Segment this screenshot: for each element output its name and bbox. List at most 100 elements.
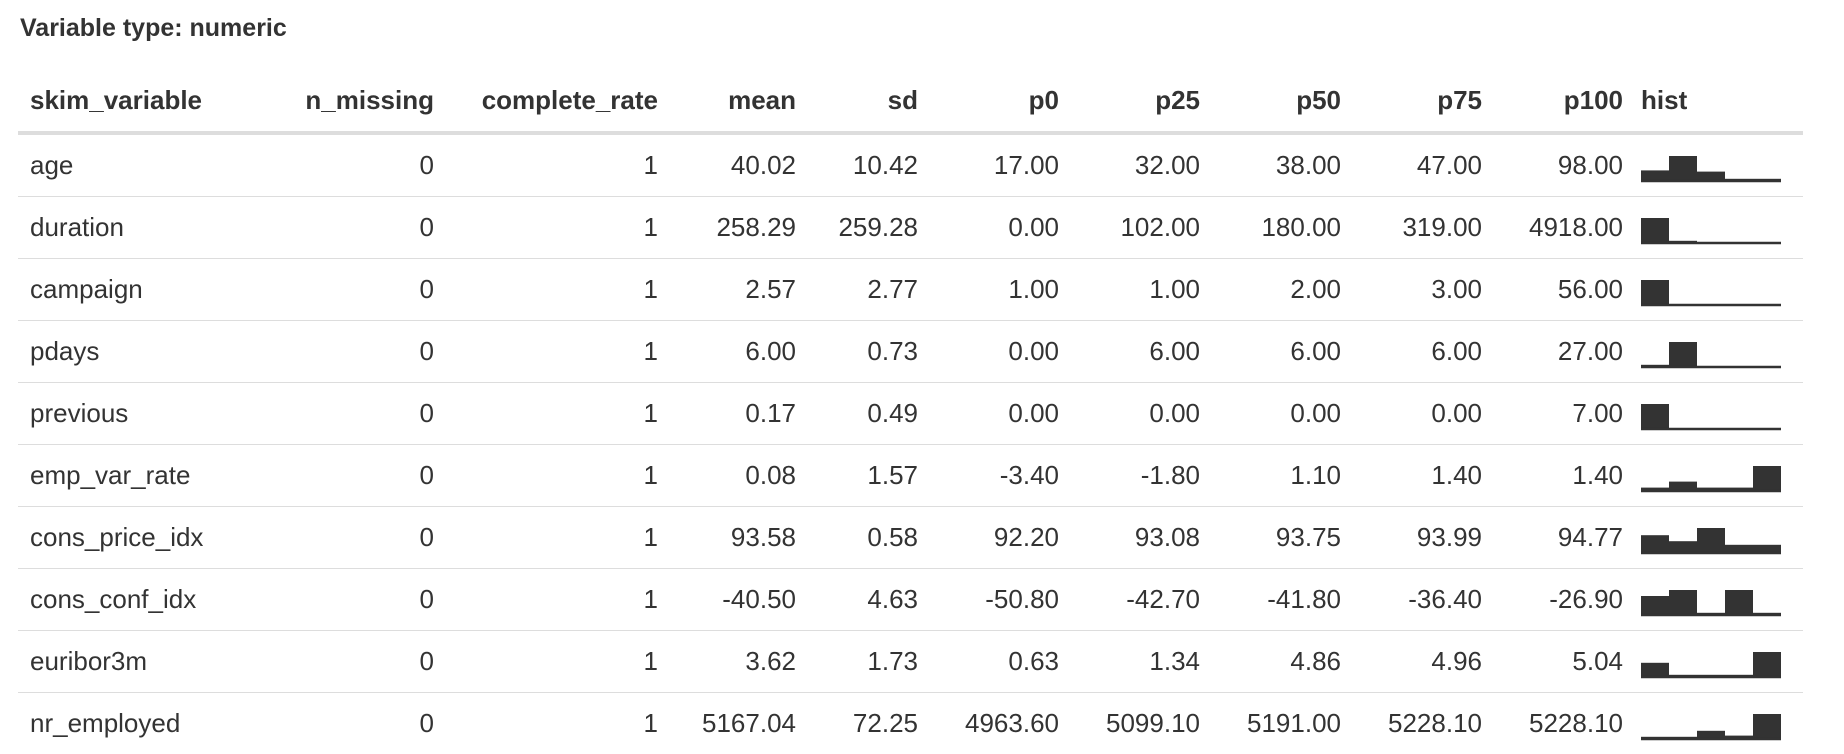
cell-p100: 98.00 xyxy=(1494,133,1635,197)
cell-p50: 2.00 xyxy=(1212,258,1353,321)
cell-n-missing: 0 xyxy=(272,133,446,197)
hist-bar xyxy=(1669,481,1697,490)
cell-n-missing: 0 xyxy=(272,506,446,569)
table-row: campaign 0 1 2.57 2.77 1.00 1.00 2.00 3.… xyxy=(18,258,1803,321)
table-row: euribor3m 0 1 3.62 1.73 0.63 1.34 4.86 4… xyxy=(18,630,1803,693)
cell-complete-rate: 1 xyxy=(446,382,670,445)
cell-p100: 1.40 xyxy=(1494,444,1635,507)
hist-bar xyxy=(1669,240,1697,242)
hist-bar xyxy=(1725,589,1753,614)
cell-n-missing: 0 xyxy=(272,258,446,321)
hist-bar xyxy=(1753,612,1781,614)
hist-bar xyxy=(1753,713,1781,738)
cell-skim-variable: euribor3m xyxy=(18,630,272,693)
header-complete-rate: complete_rate xyxy=(446,70,670,135)
hist-bar xyxy=(1641,595,1669,614)
hist-sparkline xyxy=(1641,465,1781,492)
cell-sd: 1.57 xyxy=(808,444,930,507)
hist-bar xyxy=(1669,674,1697,676)
hist-bar xyxy=(1641,662,1669,676)
cell-complete-rate: 1 xyxy=(446,506,670,569)
cell-p75: -36.40 xyxy=(1353,568,1494,631)
table-row: previous 0 1 0.17 0.49 0.00 0.00 0.00 0.… xyxy=(18,382,1803,445)
cell-mean: 6.00 xyxy=(670,320,808,383)
table-row: cons_price_idx 0 1 93.58 0.58 92.20 93.0… xyxy=(18,506,1803,569)
cell-sd: 1.73 xyxy=(808,630,930,693)
cell-sd: 4.63 xyxy=(808,568,930,631)
cell-n-missing: 0 xyxy=(272,444,446,507)
table-row: emp_var_rate 0 1 0.08 1.57 -3.40 -1.80 1… xyxy=(18,444,1803,507)
table-row: cons_conf_idx 0 1 -40.50 4.63 -50.80 -42… xyxy=(18,568,1803,631)
cell-sd: 0.49 xyxy=(808,382,930,445)
hist-bar xyxy=(1641,169,1669,180)
hist-bar xyxy=(1697,487,1725,490)
hist-bar xyxy=(1669,540,1697,552)
cell-hist xyxy=(1635,568,1803,631)
cell-p50: 6.00 xyxy=(1212,320,1353,383)
cell-p75: 6.00 xyxy=(1353,320,1494,383)
hist-bar xyxy=(1641,487,1669,490)
header-hist: hist xyxy=(1635,70,1803,135)
cell-p0: 0.00 xyxy=(930,196,1071,259)
cell-p0: 0.00 xyxy=(930,320,1071,383)
cell-p100: 7.00 xyxy=(1494,382,1635,445)
header-mean: mean xyxy=(670,70,808,135)
hist-bar xyxy=(1641,403,1669,428)
hist-bar xyxy=(1641,736,1669,738)
cell-complete-rate: 1 xyxy=(446,568,670,631)
hist-bar xyxy=(1725,735,1753,738)
cell-p50: 93.75 xyxy=(1212,506,1353,569)
cell-skim-variable: cons_conf_idx xyxy=(18,568,272,631)
hist-bar xyxy=(1697,527,1725,552)
cell-p25: 1.34 xyxy=(1071,630,1212,693)
cell-hist xyxy=(1635,382,1803,445)
cell-p25: -42.70 xyxy=(1071,568,1212,631)
cell-skim-variable: nr_employed xyxy=(30,708,181,738)
hist-sparkline xyxy=(1641,527,1781,554)
cell-complete-rate: 1 xyxy=(446,320,670,383)
cell-complete-rate: 1 xyxy=(446,630,670,693)
cell-p100: 5228.10 xyxy=(1529,708,1623,738)
cell-p100: 56.00 xyxy=(1494,258,1635,321)
cell-hist xyxy=(1635,196,1803,259)
cell-mean: 258.29 xyxy=(670,196,808,259)
cell-p25: 0.00 xyxy=(1071,382,1212,445)
cell-p50: 180.00 xyxy=(1212,196,1353,259)
cell-p75: 0.00 xyxy=(1353,382,1494,445)
cell-complete-rate: 1 xyxy=(446,258,670,321)
hist-sparkline xyxy=(1641,341,1781,368)
hist-bar xyxy=(1725,674,1753,676)
cell-skim-variable: age xyxy=(18,133,272,197)
cell-hist xyxy=(1635,258,1803,321)
cell-sd: 0.58 xyxy=(808,506,930,569)
cell-p100: 94.77 xyxy=(1494,506,1635,569)
cell-p50: 1.10 xyxy=(1212,444,1353,507)
hist-bar xyxy=(1669,155,1697,180)
hist-bar xyxy=(1641,364,1669,366)
cell-p50: 4.86 xyxy=(1212,630,1353,693)
cell-hist xyxy=(1635,444,1803,507)
cell-p25: 32.00 xyxy=(1071,133,1212,197)
cell-hist xyxy=(1635,693,1803,754)
header-row: skim_variable n_missing complete_rate me… xyxy=(18,70,1803,135)
cell-n-missing: 0 xyxy=(272,630,446,693)
cell-p50: 38.00 xyxy=(1212,133,1353,197)
cell-p0: 4963.60 xyxy=(965,708,1059,738)
hist-bar xyxy=(1641,534,1669,552)
cell-hist xyxy=(1635,320,1803,383)
table-row: nr_employed 0 1 5167.04 72.25 4963.60 50… xyxy=(18,693,1803,754)
cell-mean: 0.17 xyxy=(670,382,808,445)
cell-skim-variable: duration xyxy=(18,196,272,259)
header-skim-variable: skim_variable xyxy=(18,70,272,135)
cell-p75: 47.00 xyxy=(1353,133,1494,197)
cell-sd: 2.77 xyxy=(808,258,930,321)
cell-p0: -50.80 xyxy=(930,568,1071,631)
header-p50: p50 xyxy=(1212,70,1353,135)
cell-n-missing: 0 xyxy=(272,382,446,445)
header-p0: p0 xyxy=(930,70,1071,135)
cell-p25: -1.80 xyxy=(1071,444,1212,507)
cell-p100: 27.00 xyxy=(1494,320,1635,383)
cell-p0: -3.40 xyxy=(930,444,1071,507)
cell-skim-variable: pdays xyxy=(18,320,272,383)
